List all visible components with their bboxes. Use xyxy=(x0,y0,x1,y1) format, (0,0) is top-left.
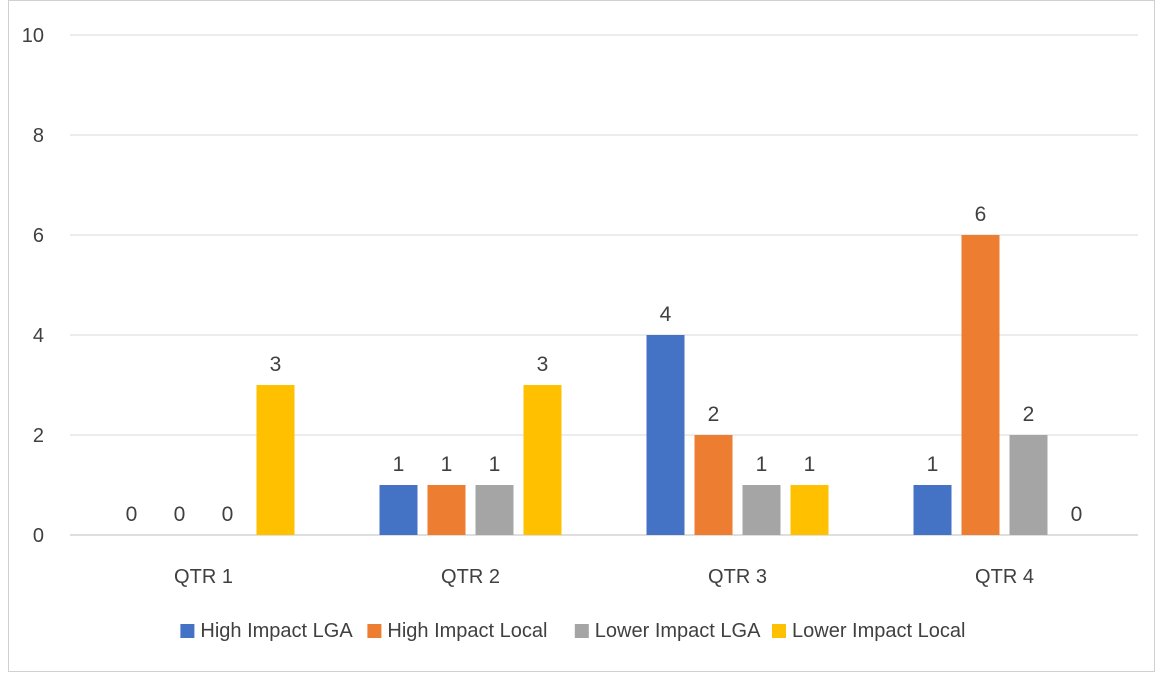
bar xyxy=(475,485,514,535)
data-label: 1 xyxy=(441,453,453,476)
legend-label: High Impact LGA xyxy=(200,620,353,642)
legend: High Impact LGA High Impact Local Lower Im… xyxy=(180,620,965,642)
x-tick-label: QTR 1 xyxy=(174,566,233,588)
data-label: 3 xyxy=(537,353,549,376)
data-label: 0 xyxy=(174,503,186,526)
y-axis-ticks: 0 2 4 6 8 10 xyxy=(22,25,44,547)
bars xyxy=(256,235,1048,535)
y-tick-label: 8 xyxy=(33,125,44,147)
data-label: 0 xyxy=(126,503,138,526)
bar xyxy=(790,485,829,535)
x-tick-label: QTR 2 xyxy=(441,566,500,588)
bar xyxy=(913,485,952,535)
x-tick-label: QTR 3 xyxy=(708,566,767,588)
gridlines xyxy=(70,34,1138,536)
bar xyxy=(694,435,733,535)
legend-swatch xyxy=(180,624,195,638)
data-labels: 0 0 0 3 1 1 1 3 4 2 1 1 1 6 2 0 xyxy=(126,203,1083,526)
y-tick-label: 6 xyxy=(33,225,44,247)
data-label: 0 xyxy=(1071,503,1083,526)
bar xyxy=(1009,435,1048,535)
data-label: 2 xyxy=(1023,403,1035,426)
bar xyxy=(742,485,781,535)
data-label: 1 xyxy=(489,453,501,476)
bar xyxy=(523,385,562,535)
x-tick-label: QTR 4 xyxy=(975,566,1034,588)
legend-swatch xyxy=(772,624,786,638)
data-label: 4 xyxy=(660,303,672,326)
data-label: 1 xyxy=(804,453,816,476)
data-label: 0 xyxy=(222,503,234,526)
data-label: 2 xyxy=(708,403,720,426)
y-tick-label: 4 xyxy=(33,325,44,347)
y-tick-label: 0 xyxy=(33,525,44,547)
data-label: 1 xyxy=(756,453,768,476)
bar xyxy=(646,335,685,535)
x-axis-ticks: QTR 1 QTR 2 QTR 3 QTR 4 xyxy=(174,566,1034,588)
data-label: 1 xyxy=(393,453,405,476)
bar xyxy=(427,485,466,535)
bar xyxy=(256,385,295,535)
y-tick-label: 2 xyxy=(33,425,44,447)
legend-swatch xyxy=(574,624,589,638)
y-tick-label: 10 xyxy=(22,25,44,47)
legend-label: Lower Impact Local xyxy=(792,620,965,642)
data-label: 3 xyxy=(270,353,282,376)
bar xyxy=(379,485,418,535)
data-label: 6 xyxy=(975,203,987,226)
legend-label: Lower Impact LGA xyxy=(595,620,761,642)
legend-label: High Impact Local xyxy=(387,620,547,642)
bar xyxy=(961,235,1000,535)
legend-swatch xyxy=(367,624,382,638)
data-label: 1 xyxy=(927,453,939,476)
